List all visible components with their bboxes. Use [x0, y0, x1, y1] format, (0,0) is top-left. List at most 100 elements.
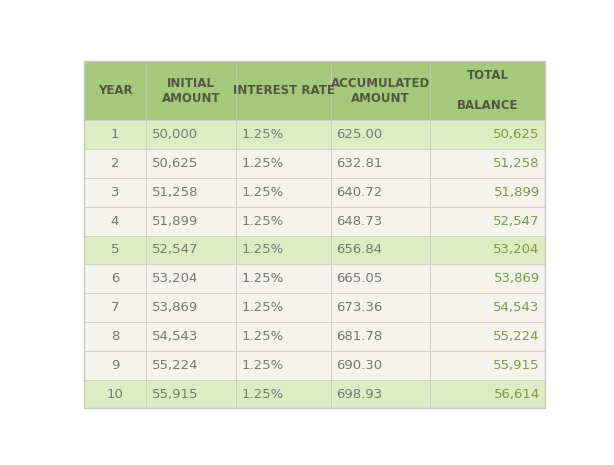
Bar: [430, 265, 545, 293]
Bar: [84, 236, 146, 265]
Text: 1.25%: 1.25%: [242, 330, 284, 343]
Bar: [84, 322, 146, 351]
Text: 2: 2: [111, 157, 119, 170]
Bar: [236, 322, 331, 351]
Bar: [236, 293, 331, 322]
Text: 51,899: 51,899: [494, 186, 540, 199]
Bar: [146, 120, 236, 149]
Text: 55,915: 55,915: [493, 359, 540, 372]
Bar: [430, 149, 545, 178]
Bar: [430, 120, 545, 149]
Bar: [146, 351, 236, 379]
Text: 640.72: 640.72: [336, 186, 383, 199]
Bar: [236, 207, 331, 236]
Bar: [146, 178, 236, 207]
Text: 7: 7: [111, 301, 119, 314]
Text: 1.25%: 1.25%: [242, 215, 284, 228]
Text: 52,547: 52,547: [152, 244, 198, 257]
Bar: [84, 265, 146, 293]
Text: 9: 9: [111, 359, 119, 372]
Text: 681.78: 681.78: [336, 330, 383, 343]
Bar: [146, 265, 236, 293]
Bar: [236, 120, 331, 149]
Text: 690.30: 690.30: [336, 359, 383, 372]
Bar: [236, 236, 331, 265]
Text: 53,869: 53,869: [152, 301, 198, 314]
Bar: [236, 379, 331, 408]
Text: 8: 8: [111, 330, 119, 343]
Text: INTEREST RATE: INTEREST RATE: [233, 84, 335, 97]
Bar: [146, 61, 236, 120]
Bar: [84, 120, 146, 149]
Text: 51,258: 51,258: [152, 186, 198, 199]
Text: 1: 1: [111, 128, 119, 141]
Text: 4: 4: [111, 215, 119, 228]
Text: 53,204: 53,204: [152, 272, 198, 285]
Text: 3: 3: [111, 186, 119, 199]
Bar: [331, 236, 430, 265]
Bar: [430, 379, 545, 408]
Bar: [331, 178, 430, 207]
Text: TOTAL

BALANCE: TOTAL BALANCE: [457, 69, 518, 112]
Bar: [430, 293, 545, 322]
Text: 6: 6: [111, 272, 119, 285]
Text: 1.25%: 1.25%: [242, 244, 284, 257]
Bar: [430, 61, 545, 120]
Bar: [146, 236, 236, 265]
Text: 50,000: 50,000: [152, 128, 198, 141]
Bar: [146, 379, 236, 408]
Bar: [84, 293, 146, 322]
Bar: [430, 178, 545, 207]
Bar: [146, 293, 236, 322]
Text: YEAR: YEAR: [98, 84, 133, 97]
Bar: [331, 120, 430, 149]
Bar: [331, 379, 430, 408]
Text: 56,614: 56,614: [494, 387, 540, 400]
Text: 625.00: 625.00: [336, 128, 383, 141]
Text: 55,224: 55,224: [493, 330, 540, 343]
Text: 1.25%: 1.25%: [242, 157, 284, 170]
Bar: [331, 207, 430, 236]
Text: ACCUMULATED
AMOUNT: ACCUMULATED AMOUNT: [331, 77, 430, 105]
Bar: [84, 61, 146, 120]
Text: 55,915: 55,915: [152, 387, 198, 400]
Bar: [146, 322, 236, 351]
Text: 1.25%: 1.25%: [242, 128, 284, 141]
Text: 1.25%: 1.25%: [242, 272, 284, 285]
Bar: [84, 178, 146, 207]
Text: 51,899: 51,899: [152, 215, 198, 228]
Bar: [430, 351, 545, 379]
Text: 53,204: 53,204: [494, 244, 540, 257]
Bar: [331, 149, 430, 178]
Bar: [430, 322, 545, 351]
Bar: [331, 265, 430, 293]
Text: 656.84: 656.84: [336, 244, 383, 257]
Text: INITIAL
AMOUNT: INITIAL AMOUNT: [162, 77, 220, 105]
Text: 54,543: 54,543: [152, 330, 198, 343]
Text: 665.05: 665.05: [336, 272, 383, 285]
Text: 1.25%: 1.25%: [242, 387, 284, 400]
Bar: [84, 379, 146, 408]
Bar: [331, 61, 430, 120]
Bar: [331, 351, 430, 379]
Text: 632.81: 632.81: [336, 157, 383, 170]
Text: 1.25%: 1.25%: [242, 301, 284, 314]
Text: 54,543: 54,543: [494, 301, 540, 314]
Text: 51,258: 51,258: [493, 157, 540, 170]
Bar: [236, 149, 331, 178]
Text: 50,625: 50,625: [152, 157, 198, 170]
Text: 673.36: 673.36: [336, 301, 383, 314]
Bar: [84, 351, 146, 379]
Bar: [84, 149, 146, 178]
Text: 5: 5: [111, 244, 119, 257]
Bar: [430, 236, 545, 265]
Text: 648.73: 648.73: [336, 215, 383, 228]
Text: 50,625: 50,625: [494, 128, 540, 141]
Bar: [84, 207, 146, 236]
Bar: [331, 293, 430, 322]
Text: 53,869: 53,869: [494, 272, 540, 285]
Text: 1.25%: 1.25%: [242, 359, 284, 372]
Bar: [236, 351, 331, 379]
Text: 10: 10: [107, 387, 123, 400]
Text: 1.25%: 1.25%: [242, 186, 284, 199]
